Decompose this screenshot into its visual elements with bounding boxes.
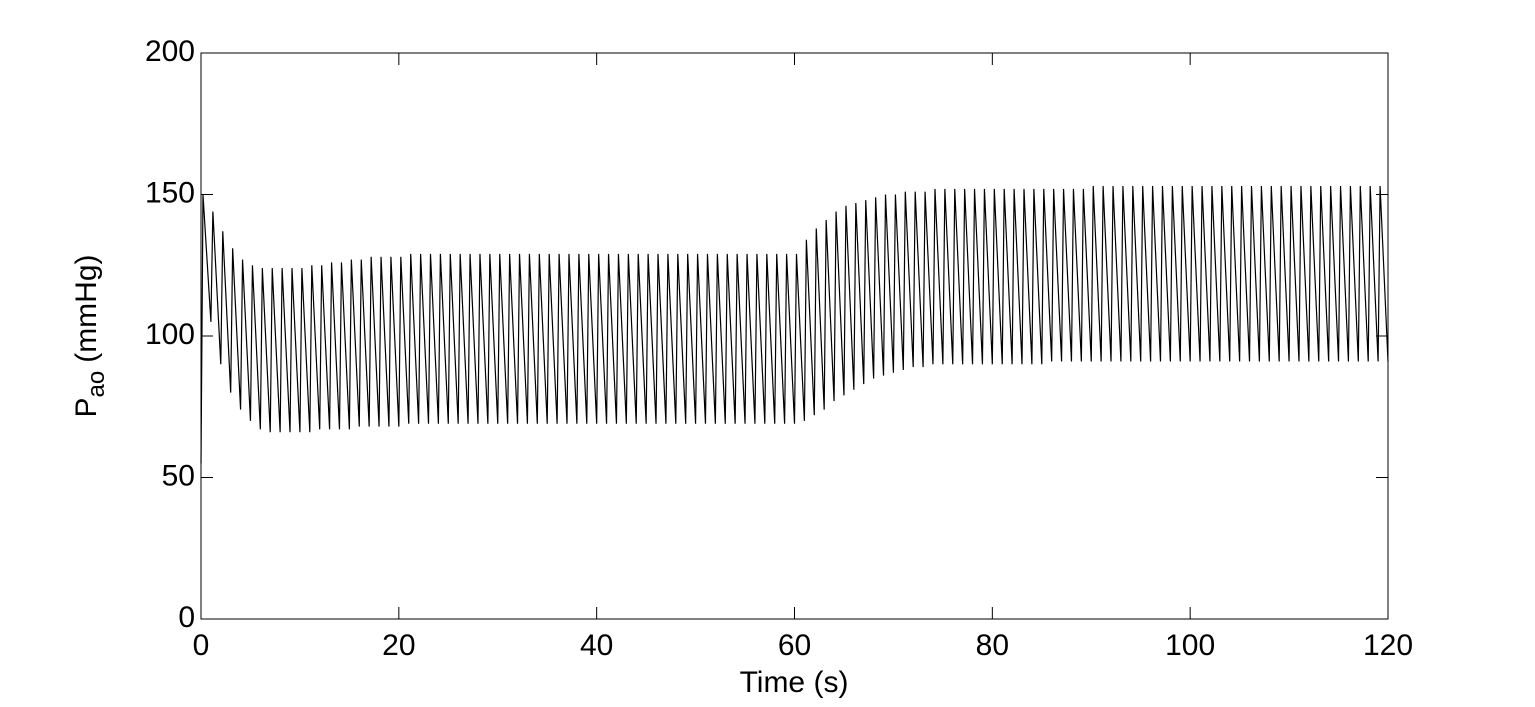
y-tick-label: 100 xyxy=(145,318,195,351)
y-axis-label: Pao (mmHg) xyxy=(70,254,110,417)
x-axis-label: Time (s) xyxy=(740,666,849,699)
x-tick-label: 20 xyxy=(382,629,415,662)
y-tick-label: 0 xyxy=(178,601,195,634)
y-tick-label: 200 xyxy=(145,35,195,68)
y-tick-label: 50 xyxy=(162,459,195,492)
y-label-base: P xyxy=(70,398,103,418)
x-tick-label: 60 xyxy=(778,629,811,662)
x-tick-label: 0 xyxy=(193,629,210,662)
x-tick-label: 40 xyxy=(580,629,613,662)
y-label-subscript: ao xyxy=(83,371,110,398)
y-tick-label: 150 xyxy=(145,176,195,209)
x-tick-label: 100 xyxy=(1165,629,1215,662)
x-tick-label: 80 xyxy=(976,629,1009,662)
x-tick-label: 120 xyxy=(1363,629,1413,662)
data-line xyxy=(200,185,1389,464)
y-label-unit: (mmHg) xyxy=(70,254,103,362)
